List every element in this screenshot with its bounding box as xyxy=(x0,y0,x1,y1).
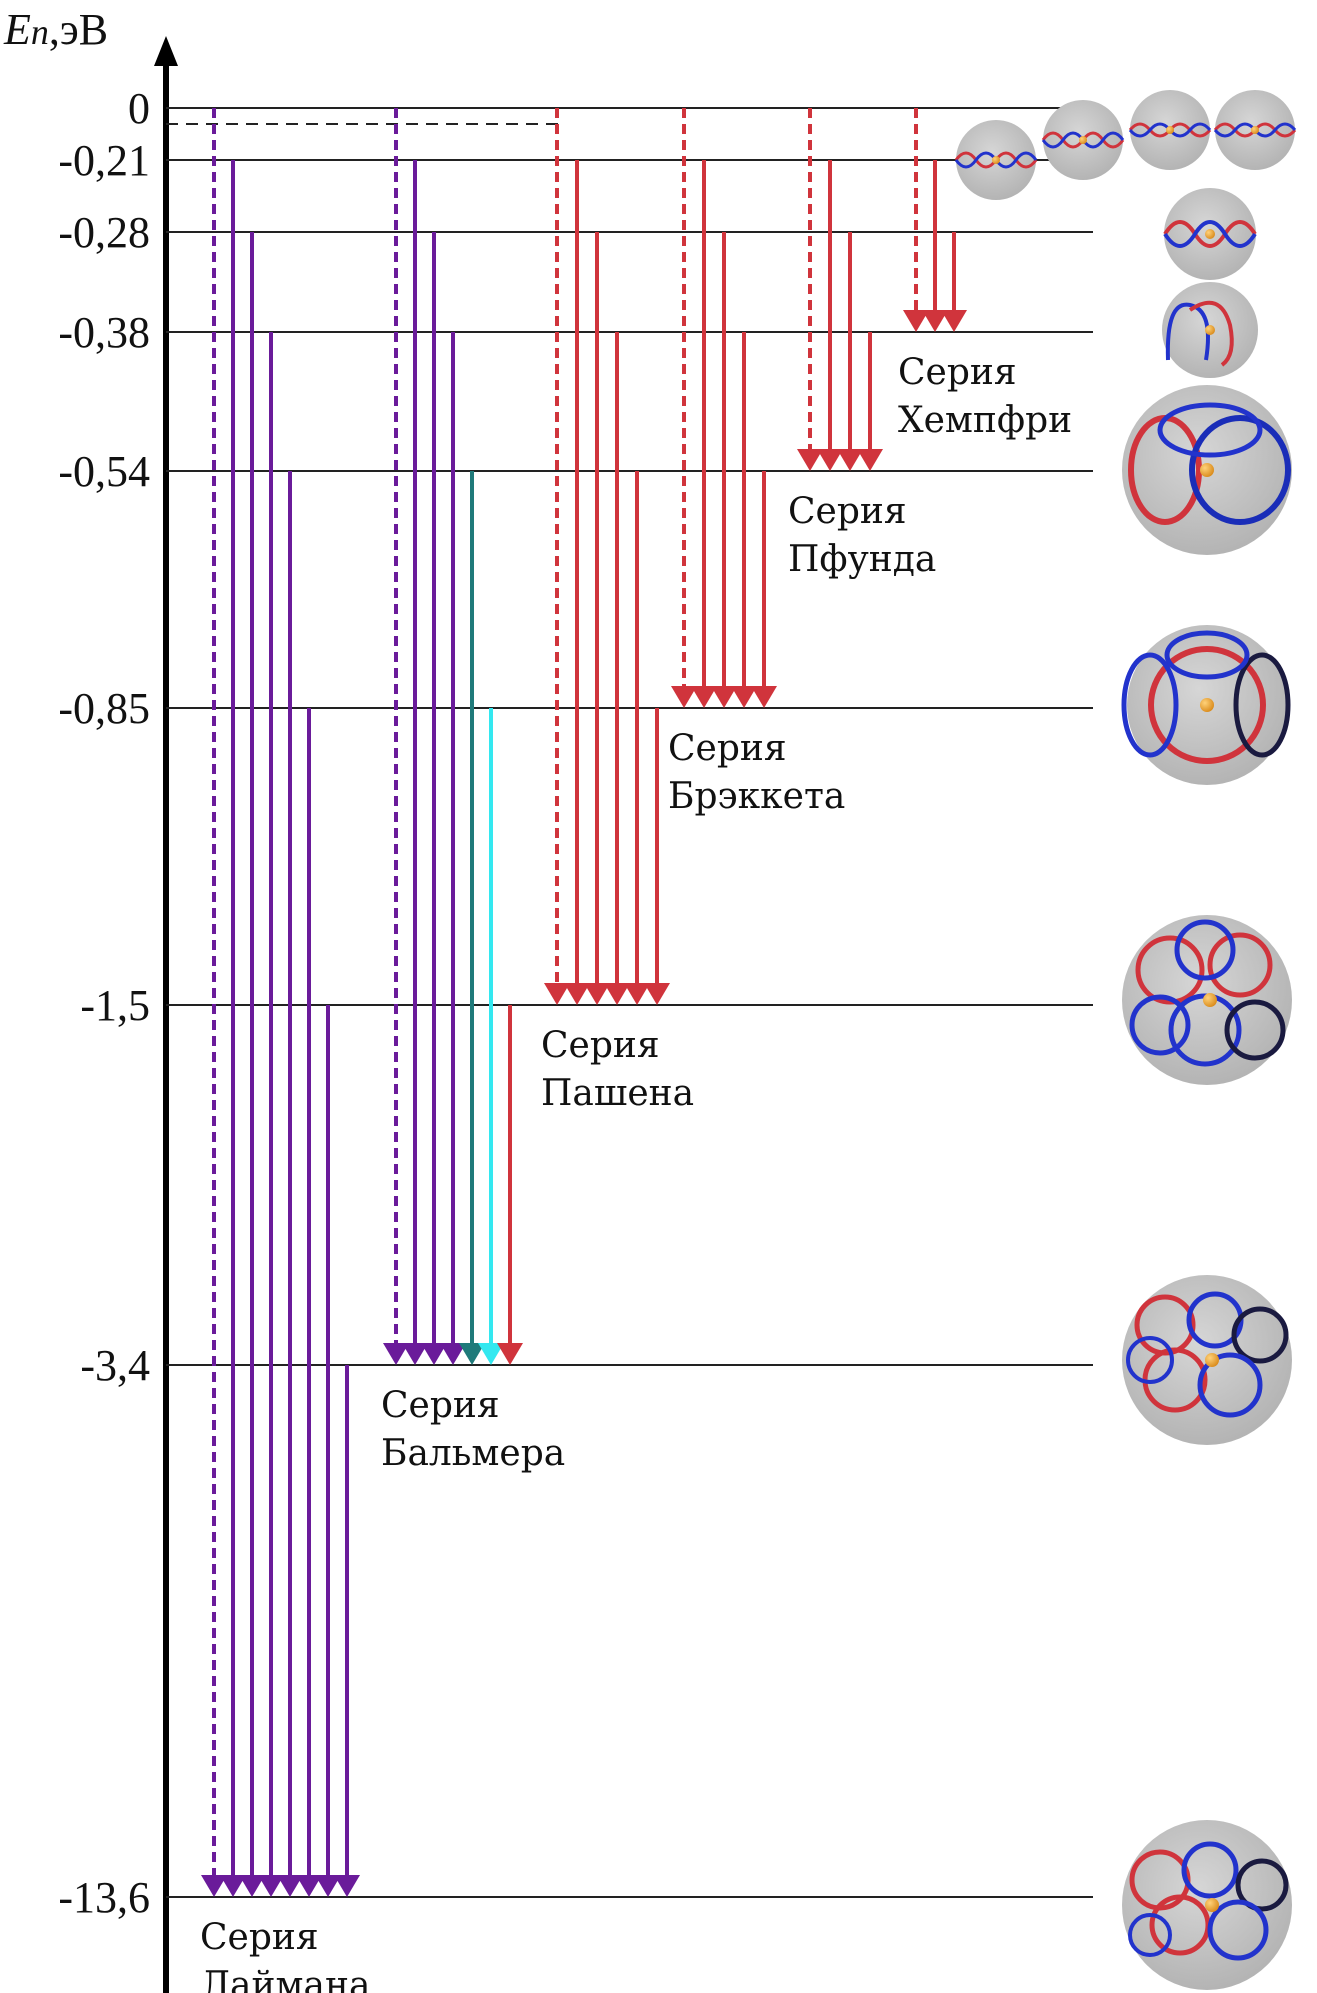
transition-arrowhead xyxy=(440,1343,466,1365)
transition-arrowhead xyxy=(544,983,570,1005)
series-label-name: Хемпфри xyxy=(898,400,1072,441)
orbital-sphere-icon xyxy=(1121,625,1291,785)
orbital-sphere-icon xyxy=(1122,1820,1292,1990)
orbital-sphere-icon xyxy=(1122,1275,1292,1445)
series-label-name: Бальмера xyxy=(381,1433,565,1474)
transition-arrowhead xyxy=(857,449,883,471)
energy-level-label: -3,4 xyxy=(80,1341,150,1390)
transition-arrowhead xyxy=(604,983,630,1005)
axis-subscript: n xyxy=(31,12,49,52)
transition-arrowhead xyxy=(584,983,610,1005)
transition-arrowhead xyxy=(671,686,697,708)
transition-arrowhead xyxy=(258,1875,284,1897)
energy-level-label: 0 xyxy=(128,84,150,133)
transition-arrowhead xyxy=(201,1875,227,1897)
series-label-line1: Серия xyxy=(200,1917,319,1958)
series-label-name: Брэккета xyxy=(668,776,845,817)
series-label-name: Пашена xyxy=(541,1073,694,1114)
orbital-sphere-icon xyxy=(1122,385,1292,555)
transition-arrowhead xyxy=(478,1343,504,1365)
orbital-sphere-icon xyxy=(1041,100,1125,180)
transition-arrowhead xyxy=(751,686,777,708)
transition-arrowhead xyxy=(817,449,843,471)
energy-level-label: -0,28 xyxy=(58,208,150,257)
transition-arrowhead xyxy=(459,1343,485,1365)
transition-arrowhead xyxy=(624,983,650,1005)
transition-arrowhead xyxy=(564,983,590,1005)
series-label-line1: Серия xyxy=(541,1025,660,1066)
energy-level-label: -0,54 xyxy=(58,447,150,496)
transition-arrowhead xyxy=(922,310,948,332)
series-label-name: Лаймана xyxy=(200,1965,370,1993)
transition-arrowhead xyxy=(837,449,863,471)
transition-arrowhead xyxy=(239,1875,265,1897)
transition-arrowhead xyxy=(644,983,670,1005)
transition-arrowhead xyxy=(220,1875,246,1897)
transition-arrowhead xyxy=(941,310,967,332)
orbital-sphere-icon xyxy=(1213,90,1297,170)
series-label-line1: Серия xyxy=(898,352,1017,393)
transition-arrowhead xyxy=(296,1875,322,1897)
series-label-line1: Серия xyxy=(668,728,787,769)
axis-title: En,эВ xyxy=(3,5,108,54)
orbital-sphere-icon xyxy=(1162,282,1258,378)
energy-axis-arrowhead xyxy=(154,36,178,66)
transition-arrowhead xyxy=(277,1875,303,1897)
orbital-sphere-icon xyxy=(1128,90,1212,170)
orbital-sphere-icon xyxy=(1122,915,1292,1085)
series-labels: Серия Лаймана Серия Бальмера Серия Пашена Сери… xyxy=(200,352,1072,1993)
orbital-sphere-icon xyxy=(954,120,1038,200)
transition-arrowhead xyxy=(497,1343,523,1365)
energy-level-label: -0,21 xyxy=(58,136,150,185)
transition-arrowhead xyxy=(731,686,757,708)
transition-arrowhead xyxy=(903,310,929,332)
orbital-illustrations xyxy=(954,90,1297,1990)
transition-arrowhead xyxy=(402,1343,428,1365)
energy-level-label: -13,6 xyxy=(58,1873,150,1922)
transition-arrowhead xyxy=(315,1875,341,1897)
series-label-line1: Серия xyxy=(788,491,907,532)
energy-level-label: -1,5 xyxy=(80,981,150,1030)
series-label-name: Пфунда xyxy=(788,539,936,580)
orbital-sphere-icon xyxy=(1163,188,1257,280)
transition-arrowhead xyxy=(334,1875,360,1897)
energy-level-label: -0,85 xyxy=(58,684,150,733)
energy-levels: 0-0,21 -0,28 -0,38 -0,54 -0,85 -1,5 -3,4 -13,6 xyxy=(58,84,1093,1922)
axis-unit: ,эВ xyxy=(49,5,108,54)
transitions xyxy=(201,108,967,1897)
transition-arrowhead xyxy=(797,449,823,471)
axis-symbol: E xyxy=(3,5,31,54)
transition-arrowhead xyxy=(383,1343,409,1365)
series-label-line1: Серия xyxy=(381,1385,500,1426)
transition-arrowhead xyxy=(711,686,737,708)
transition-arrowhead xyxy=(421,1343,447,1365)
transition-arrowhead xyxy=(691,686,717,708)
energy-level-label: -0,38 xyxy=(58,308,150,357)
